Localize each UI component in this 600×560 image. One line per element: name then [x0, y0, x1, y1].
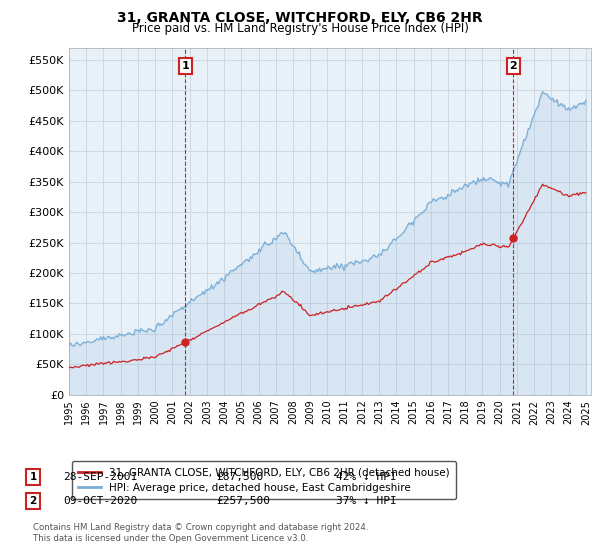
Text: £87,500: £87,500	[216, 472, 263, 482]
Text: 42% ↓ HPI: 42% ↓ HPI	[336, 472, 397, 482]
Text: 31, GRANTA CLOSE, WITCHFORD, ELY, CB6 2HR: 31, GRANTA CLOSE, WITCHFORD, ELY, CB6 2H…	[117, 11, 483, 25]
Text: 1: 1	[29, 472, 37, 482]
Text: £257,500: £257,500	[216, 496, 270, 506]
Text: 1: 1	[181, 61, 189, 71]
Text: 09-OCT-2020: 09-OCT-2020	[63, 496, 137, 506]
Text: 37% ↓ HPI: 37% ↓ HPI	[336, 496, 397, 506]
Text: Price paid vs. HM Land Registry's House Price Index (HPI): Price paid vs. HM Land Registry's House …	[131, 22, 469, 35]
Text: Contains HM Land Registry data © Crown copyright and database right 2024.: Contains HM Land Registry data © Crown c…	[33, 523, 368, 532]
Text: 2: 2	[509, 61, 517, 71]
Legend: 31, GRANTA CLOSE, WITCHFORD, ELY, CB6 2HR (detached house), HPI: Average price, : 31, GRANTA CLOSE, WITCHFORD, ELY, CB6 2H…	[71, 461, 456, 499]
Text: This data is licensed under the Open Government Licence v3.0.: This data is licensed under the Open Gov…	[33, 534, 308, 543]
Text: 2: 2	[29, 496, 37, 506]
Text: 28-SEP-2001: 28-SEP-2001	[63, 472, 137, 482]
